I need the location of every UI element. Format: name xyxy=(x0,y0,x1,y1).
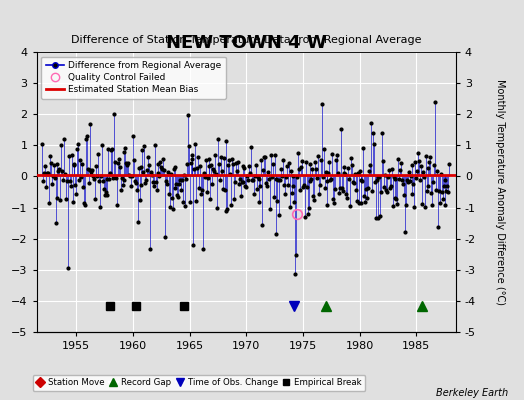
Y-axis label: Monthly Temperature Anomaly Difference (°C): Monthly Temperature Anomaly Difference (… xyxy=(496,79,506,305)
Text: Difference of Station Temperature Data from Regional Average: Difference of Station Temperature Data f… xyxy=(71,35,421,45)
Text: Berkeley Earth: Berkeley Earth xyxy=(436,388,508,398)
Title: NEW TOWN 4 W: NEW TOWN 4 W xyxy=(166,34,326,52)
Legend: Station Move, Record Gap, Time of Obs. Change, Empirical Break: Station Move, Record Gap, Time of Obs. C… xyxy=(32,375,365,391)
